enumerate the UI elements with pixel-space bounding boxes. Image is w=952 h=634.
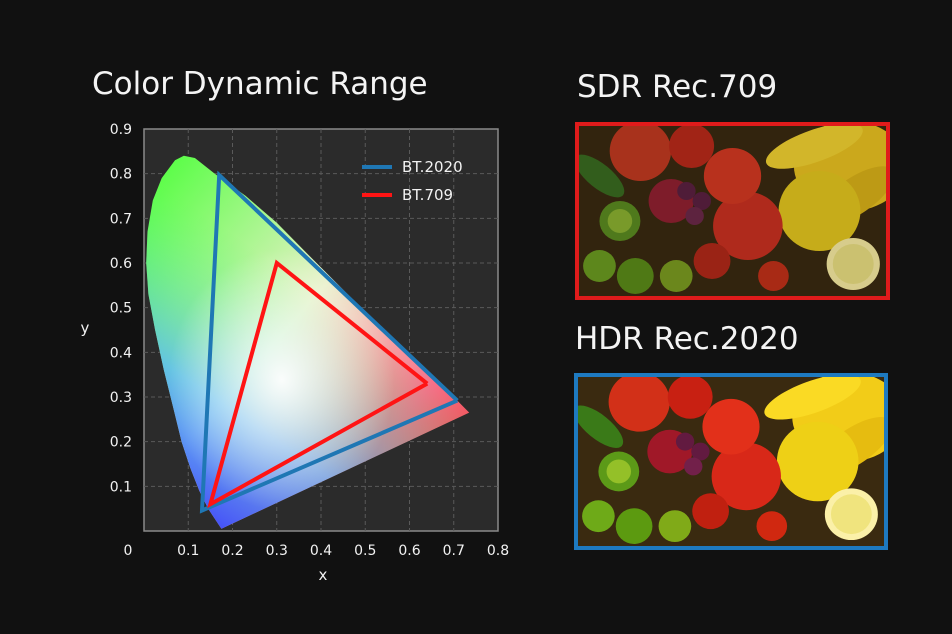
hdr-title: HDR Rec.2020 xyxy=(575,321,799,357)
x-tick-label: 0.6 xyxy=(398,543,420,559)
x-tick-label: 0.8 xyxy=(487,543,509,559)
y-tick-label: 0.9 xyxy=(110,122,132,138)
x-tick-label: 0.2 xyxy=(221,543,243,559)
sdr-fruit-photo xyxy=(575,122,890,300)
x-tick-label: 0 xyxy=(124,543,133,559)
y-tick-label: 0.7 xyxy=(110,211,132,227)
y-tick-label: 0.5 xyxy=(110,301,132,317)
fruit-image xyxy=(579,126,886,296)
series-line-bt2020 xyxy=(199,170,459,514)
x-axis-label: x xyxy=(319,566,328,584)
legend: BT.2020 BT.709 xyxy=(362,158,463,204)
chart-title: Color Dynamic Range xyxy=(92,66,428,102)
y-tick-label: 0.8 xyxy=(110,167,132,183)
sdr-title: SDR Rec.709 xyxy=(577,69,778,105)
x-tick-label: 0.1 xyxy=(177,543,199,559)
series-line-bt709 xyxy=(207,259,429,509)
y-tick-label: 0.3 xyxy=(110,390,132,406)
y-tick-label: 0.2 xyxy=(110,435,132,451)
legend-label: BT.709 xyxy=(402,186,453,204)
x-tick-label: 0.5 xyxy=(354,543,376,559)
spectral-locus-white-point xyxy=(146,155,470,529)
y-axis-label: y xyxy=(81,319,90,337)
fruit-image xyxy=(578,377,884,546)
hdr-fruit-photo xyxy=(574,373,888,550)
y-tick-label: 0.6 xyxy=(110,256,132,272)
y-tick-label: 0.1 xyxy=(110,479,132,495)
x-tick-label: 0.4 xyxy=(310,543,332,559)
x-tick-label: 0.3 xyxy=(266,543,288,559)
legend-label: BT.2020 xyxy=(402,158,463,176)
x-tick-label: 0.7 xyxy=(443,543,465,559)
y-tick-label: 0.4 xyxy=(110,345,132,361)
